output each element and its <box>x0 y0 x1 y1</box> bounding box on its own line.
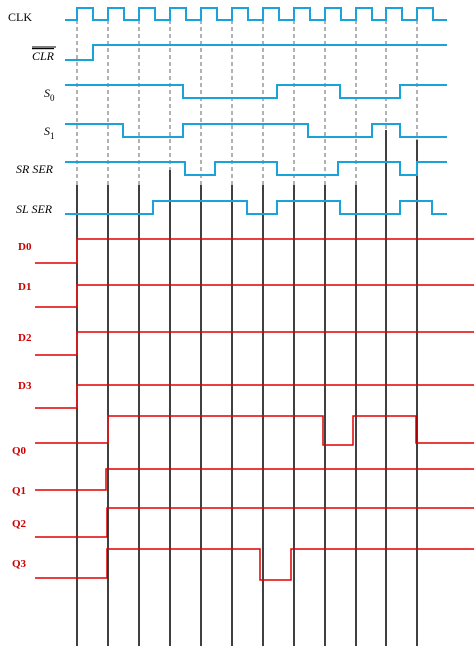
label: Q2 <box>12 518 27 530</box>
label: CLK <box>8 10 32 24</box>
label-sub: 1 <box>50 131 55 141</box>
label-main: S <box>44 124 50 138</box>
d1-wave <box>35 284 474 308</box>
label: SL SER <box>16 202 53 216</box>
s1-wave <box>65 123 447 138</box>
srser-wave <box>65 161 447 176</box>
q3-wave <box>35 548 474 581</box>
clk-wave <box>65 7 447 21</box>
d2-wave <box>35 331 474 356</box>
label: Q0 <box>12 445 27 457</box>
q1-wave <box>35 468 474 491</box>
s0-wave <box>65 84 447 99</box>
label: Q1 <box>12 485 26 497</box>
label-main: S <box>44 86 50 100</box>
clock-guides <box>76 20 418 646</box>
label: S1 <box>44 124 55 141</box>
blue-waves <box>65 7 447 215</box>
label: D0 <box>18 241 32 253</box>
clr-wave <box>65 44 447 61</box>
label: D2 <box>18 332 32 344</box>
q0-wave <box>35 415 474 446</box>
red-labels: D0 D1 D2 D3 Q0 Q1 Q2 Q3 <box>12 241 32 570</box>
label: D1 <box>18 281 31 293</box>
label-sub: 0 <box>50 93 55 103</box>
label: D3 <box>18 380 32 392</box>
label: SR SER <box>16 162 54 176</box>
d0-wave <box>35 238 474 264</box>
label: CLR <box>32 49 55 63</box>
label: Q3 <box>12 558 27 570</box>
red-waves <box>35 238 474 581</box>
label: S0 <box>44 86 55 103</box>
q2-wave <box>35 507 474 538</box>
signal-labels: CLK CLR S0 S1 SR SER SL SER <box>8 10 56 216</box>
slser-wave <box>65 200 447 215</box>
d3-wave <box>35 384 474 409</box>
